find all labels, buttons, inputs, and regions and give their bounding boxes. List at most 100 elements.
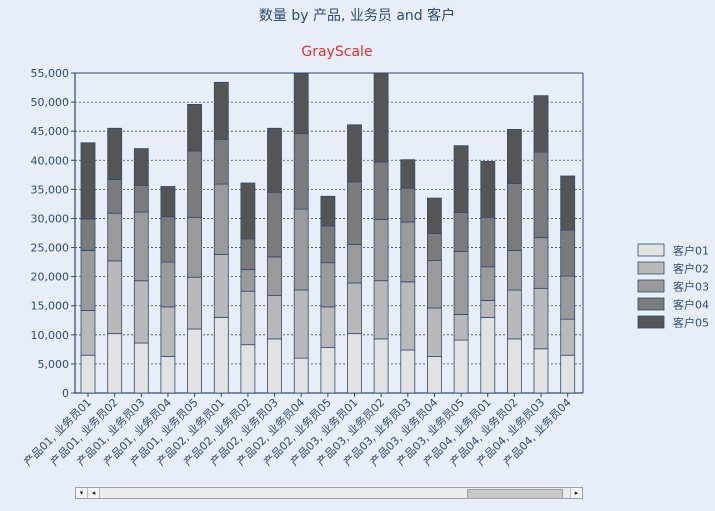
- bar-segment: [213, 183, 229, 255]
- bar-segment: [133, 148, 149, 186]
- bar-segment: [293, 133, 309, 210]
- bar-segment: [107, 260, 123, 334]
- bar-segment: [160, 261, 176, 308]
- bar-segment: [320, 347, 336, 394]
- bar-segment: [506, 289, 522, 340]
- bar-segment: [160, 355, 176, 394]
- y-tick-label: 0: [62, 387, 69, 400]
- bar-segment: [560, 354, 576, 394]
- legend-label: 客户05: [673, 316, 709, 330]
- bar-segment: [426, 355, 442, 394]
- bar-segment: [187, 104, 203, 152]
- bar-segment: [320, 262, 336, 308]
- y-tick-label: 55,000: [31, 67, 70, 80]
- bar-segment: [133, 211, 149, 282]
- bar-segment: [426, 307, 442, 357]
- bar-segment: [373, 161, 389, 220]
- bar-segment: [480, 266, 496, 301]
- bar-segment: [400, 281, 416, 351]
- chart-subtitle: GrayScale: [301, 44, 372, 60]
- bar-segment: [267, 191, 282, 258]
- bar-segment: [560, 229, 576, 277]
- horizontal-scrollbar[interactable]: ▾ ◂ ▸: [75, 487, 583, 499]
- legend-label: 客户04: [673, 298, 709, 312]
- bar-segment: [240, 269, 256, 292]
- bar-segment: [80, 250, 96, 311]
- bar-segment: [213, 254, 229, 318]
- y-tick-label: 25,000: [31, 242, 70, 255]
- bar-segment: [533, 151, 549, 239]
- y-tick-label: 45,000: [31, 125, 70, 138]
- bar-segment: [187, 276, 203, 330]
- bar-segment: [506, 183, 522, 251]
- bar-segment: [426, 259, 442, 309]
- bar-segment: [267, 256, 282, 296]
- bar-segment: [240, 344, 256, 394]
- bar-segment: [400, 221, 416, 283]
- bar-segment: [240, 290, 256, 346]
- bar-segment: [187, 216, 203, 278]
- bar-segment: [506, 128, 522, 184]
- legend-swatch: [637, 315, 665, 329]
- bar-segment: [133, 342, 149, 394]
- legend-swatch: [637, 243, 665, 257]
- bar-segment: [320, 195, 336, 227]
- legend-swatch: [637, 279, 665, 293]
- bar-segment: [267, 294, 282, 340]
- bar-segment: [453, 339, 469, 394]
- scroll-left-button[interactable]: ◂: [88, 488, 100, 498]
- bar-segment: [533, 237, 549, 289]
- bar-segment: [373, 338, 389, 394]
- chart-title: 数量 by 产品, 业务员 and 客户: [259, 7, 455, 24]
- bar-segment: [80, 218, 96, 251]
- bar-segment: [160, 306, 176, 357]
- bar-segment: [213, 316, 229, 394]
- bar-segment: [426, 197, 442, 235]
- bar-segment: [320, 306, 336, 348]
- y-tick-label: 5,000: [38, 358, 70, 371]
- bar-segment: [107, 212, 123, 262]
- legend-label: 客户01: [673, 244, 709, 258]
- bar-segment: [400, 159, 416, 189]
- bar-segment: [453, 314, 469, 341]
- bar-segment: [533, 348, 549, 394]
- scroll-dropdown-button[interactable]: ▾: [76, 488, 88, 498]
- bar-segment: [240, 182, 256, 240]
- bar-segment: [347, 333, 362, 394]
- bar-segment: [267, 127, 282, 193]
- scroll-right-button[interactable]: ▸: [570, 488, 582, 498]
- bar-segment: [213, 138, 229, 185]
- bar-segment: [400, 187, 416, 223]
- bar-segment: [347, 282, 362, 334]
- bar-segment: [347, 181, 362, 246]
- bar-segment: [187, 150, 203, 218]
- bar-segment: [240, 238, 256, 271]
- bar-segment: [480, 300, 496, 318]
- bar-segment: [213, 81, 229, 140]
- bar-segment: [160, 216, 176, 263]
- bar-segment: [107, 333, 123, 394]
- bar-segment: [293, 73, 309, 134]
- bar-segment: [560, 175, 576, 231]
- bar-segment: [560, 318, 576, 356]
- bar-segment: [373, 219, 389, 282]
- bar-segment: [293, 208, 309, 291]
- legend-label: 客户03: [673, 280, 709, 294]
- y-tick-label: 40,000: [31, 154, 70, 167]
- y-tick-label: 35,000: [31, 183, 70, 196]
- bar-segment: [373, 72, 389, 163]
- bar-segment: [400, 349, 416, 394]
- y-tick-label: 20,000: [31, 271, 70, 284]
- legend-swatch: [637, 297, 665, 311]
- scroll-thumb[interactable]: [466, 489, 563, 499]
- legend-swatch: [637, 261, 665, 275]
- bar-segment: [453, 251, 469, 315]
- bar-segment: [293, 289, 309, 359]
- bar-segment: [480, 316, 496, 394]
- bar-segment: [133, 184, 149, 213]
- bar-segment: [320, 225, 336, 264]
- bar-segment: [80, 309, 96, 356]
- bar-segment: [133, 280, 149, 344]
- y-tick-label: 15,000: [31, 300, 70, 313]
